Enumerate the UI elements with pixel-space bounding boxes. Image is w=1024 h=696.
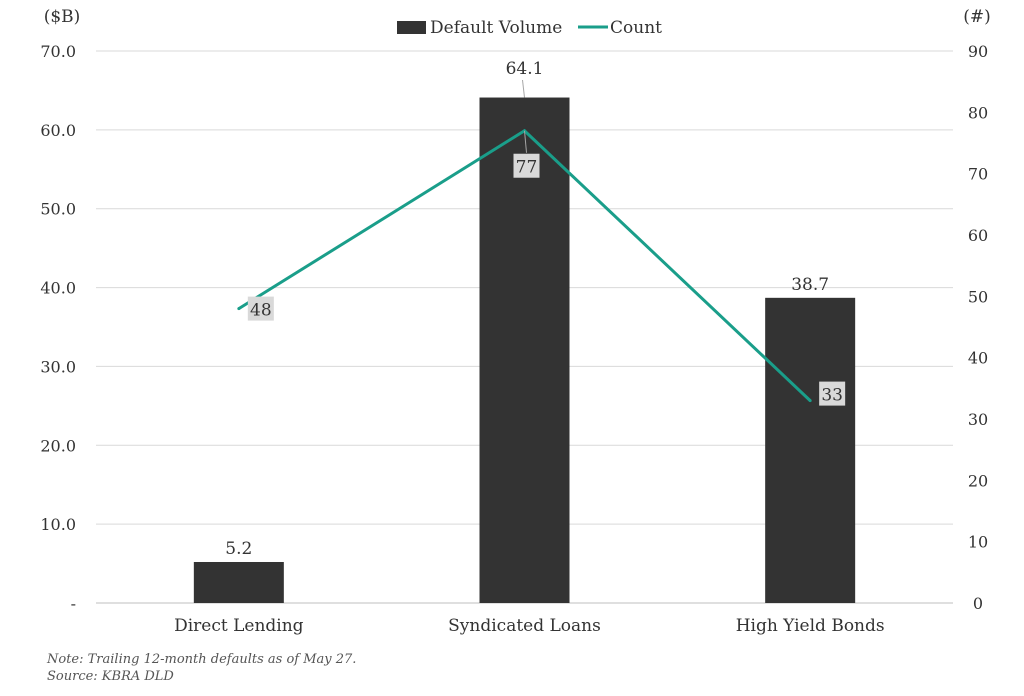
y-right-tick-label: 10 (968, 533, 988, 552)
y-left-tick-label: 70.0 (40, 42, 76, 61)
y-left-tick-label: 20.0 (40, 436, 76, 455)
x-tick-label: Syndicated Loans (448, 616, 601, 636)
x-tick-label: High Yield Bonds (736, 616, 885, 636)
y-left-tick-label: 30.0 (40, 357, 76, 376)
y-right-tick-label: 40 (968, 349, 988, 368)
count-value-label: 77 (516, 158, 538, 178)
line-point (808, 399, 812, 403)
count-label-box (247, 296, 274, 321)
y-left-axis-title: ($B) (44, 7, 81, 27)
y-right-tick-label: 80 (968, 103, 988, 122)
bar (765, 297, 856, 603)
legend-swatch-default-volume (397, 21, 426, 34)
y-left-tick-label: 10.0 (40, 515, 76, 534)
y-left-tick-label: 40.0 (40, 279, 76, 298)
count-label-box (819, 381, 846, 406)
legend-label-default-volume: Default Volume (430, 18, 562, 38)
chart: - 10.0 20.0 30.0 40.0 50.0 60.0 70.0 0 10 20 30 40 50… (40, 7, 991, 636)
y-right-tick-label: 90 (968, 42, 988, 61)
y-left-tick-label: 60.0 (40, 121, 76, 140)
y-right-tick-label: 20 (968, 471, 988, 490)
bar-value-label: 64.1 (506, 59, 544, 79)
y-right-tick-label: 70 (968, 165, 988, 184)
x-tick-label: Direct Lending (174, 616, 304, 636)
bar (193, 561, 284, 603)
count-value-label: 33 (821, 386, 843, 406)
chart-source: Source: KBRA DLD (47, 669, 174, 684)
chart-note: Note: Trailing 12-month defaults as of M… (47, 652, 357, 667)
bar-label-leader (522, 79, 525, 98)
count-value-label: 48 (250, 301, 272, 321)
legend-label-count: Count (610, 18, 662, 38)
count-label-leader (524, 130, 527, 153)
line-point (237, 307, 241, 311)
y-right-tick-label: 30 (968, 410, 988, 429)
y-left-tick-label: - (71, 594, 76, 613)
bar-value-label: 38.7 (791, 275, 829, 295)
y-right-tick-label: 50 (968, 287, 988, 306)
bar (479, 97, 570, 604)
bar-value-label: 5.2 (225, 539, 252, 559)
y-right-axis-title: (#) (963, 7, 991, 27)
count-label-box (513, 153, 540, 178)
y-left-tick-label: 50.0 (40, 200, 76, 219)
y-right-tick-label: 60 (968, 226, 988, 245)
y-right-tick-label: 0 (973, 594, 983, 613)
